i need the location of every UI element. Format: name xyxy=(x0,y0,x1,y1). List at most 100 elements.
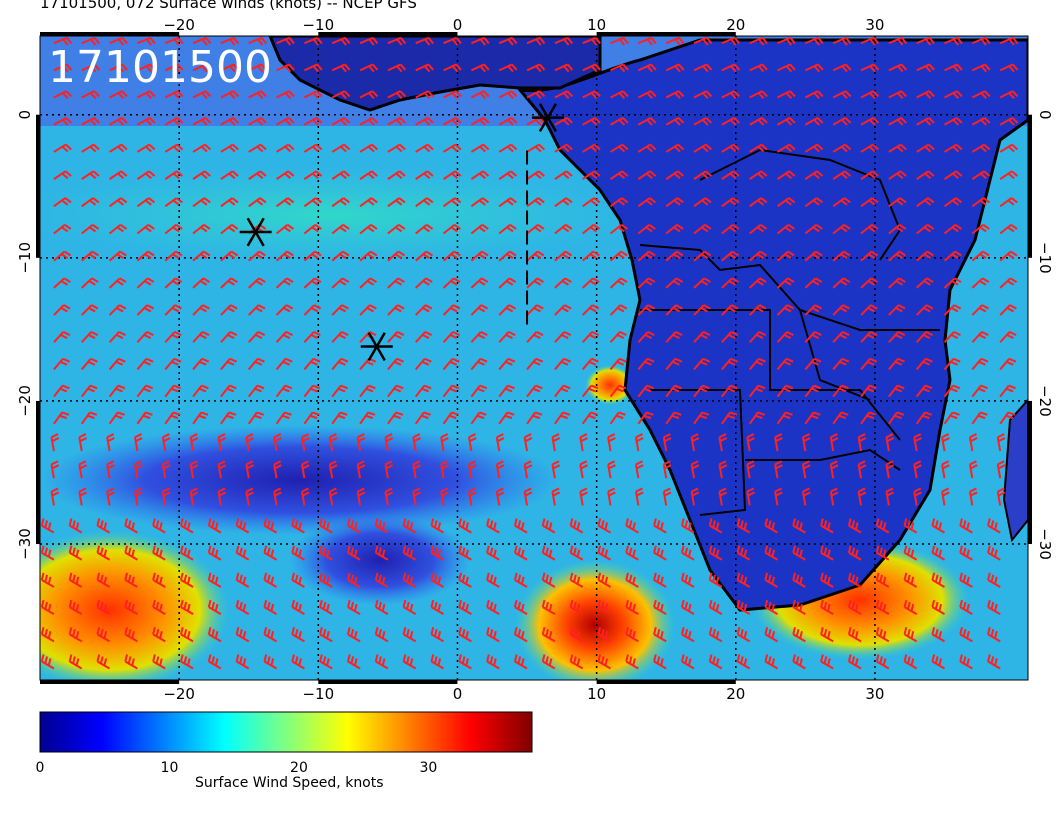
wind-barb xyxy=(247,411,265,425)
wind-barb xyxy=(443,90,462,99)
wind-barb xyxy=(402,572,417,588)
wind-barb xyxy=(693,143,712,153)
lon-tick-label: 30 xyxy=(865,16,884,34)
wind-barb xyxy=(356,460,366,479)
wind-barb xyxy=(776,143,796,153)
wind-barb xyxy=(179,545,194,561)
wind-barb xyxy=(680,518,695,534)
wind-barb xyxy=(291,518,305,534)
wind-barb xyxy=(916,143,935,153)
wind-barb xyxy=(637,277,656,289)
wind-barb xyxy=(192,90,212,99)
wind-barb xyxy=(554,63,574,73)
wind-barb xyxy=(467,433,477,452)
wind-barb xyxy=(885,487,895,506)
wind-barb xyxy=(303,304,322,316)
wind-barb xyxy=(944,36,963,46)
wind-barb xyxy=(81,170,100,180)
wind-barb xyxy=(275,384,293,398)
wind-barb xyxy=(415,116,434,126)
wind-barb xyxy=(999,250,1018,262)
wind-barb xyxy=(526,384,543,398)
wind-barb xyxy=(470,304,489,316)
wind-barb xyxy=(637,357,655,371)
wind-barb xyxy=(721,384,738,398)
wind-barb xyxy=(387,411,404,425)
wind-barb xyxy=(888,170,907,180)
wind-barb xyxy=(96,627,111,643)
wind-barb xyxy=(458,518,472,534)
wind-barb xyxy=(443,116,462,126)
wind-barb xyxy=(356,487,366,506)
wind-barb xyxy=(303,384,321,398)
wind-barb xyxy=(804,357,822,371)
wind-barb xyxy=(384,433,394,452)
lat-tick-label: 0 xyxy=(1036,110,1054,120)
wind-barb xyxy=(96,518,111,534)
wind-barb xyxy=(276,116,295,126)
wind-barb xyxy=(430,545,445,561)
wind-barb xyxy=(387,331,405,343)
wind-barb xyxy=(736,654,751,670)
wind-barb xyxy=(832,250,851,262)
wind-barb xyxy=(275,277,294,289)
wind-barb xyxy=(764,654,779,670)
wind-barb xyxy=(916,170,935,180)
axis-bar-segment xyxy=(40,32,180,36)
wind-barb xyxy=(526,36,546,46)
wind-barb xyxy=(913,460,922,479)
wind-barb xyxy=(498,36,518,46)
wind-barb xyxy=(680,599,695,616)
wind-barb xyxy=(943,143,963,153)
wind-barb xyxy=(161,460,171,479)
wind-barb xyxy=(721,250,740,262)
wind-barb xyxy=(136,116,156,126)
wind-barb xyxy=(581,357,599,371)
wind-barb xyxy=(78,460,87,479)
wind-barb xyxy=(776,384,794,398)
wind-barb xyxy=(470,170,490,180)
wind-barb xyxy=(498,411,515,425)
wind-barb xyxy=(569,654,584,670)
wind-barb xyxy=(999,36,1019,46)
wind-barb xyxy=(680,572,695,588)
wind-barb xyxy=(402,599,417,616)
wind-barb xyxy=(971,357,989,371)
wind-barb xyxy=(189,433,199,452)
wind-barb xyxy=(764,545,779,561)
wind-barb xyxy=(582,63,601,73)
wind-barb xyxy=(931,572,946,588)
axis-bar-segment xyxy=(596,32,736,36)
wind-barb xyxy=(263,518,278,534)
wind-barb xyxy=(319,654,333,670)
wind-barb xyxy=(412,433,421,452)
wind-barb xyxy=(470,250,489,262)
wind-barb xyxy=(124,654,138,670)
wind-barb xyxy=(944,116,963,126)
wind-barb xyxy=(971,197,990,208)
wind-barb xyxy=(220,223,239,235)
wind-barb xyxy=(68,654,83,670)
wind-barb xyxy=(192,197,211,208)
overlay-date-label: 17101500 xyxy=(48,42,272,93)
wind-barb xyxy=(610,116,629,126)
wind-barb xyxy=(164,197,183,208)
wind-barb xyxy=(179,627,194,643)
wind-barb xyxy=(136,384,154,398)
wind-barb xyxy=(78,433,87,452)
lat-tick-label: −20 xyxy=(16,385,34,417)
wind-barb xyxy=(248,277,266,289)
wind-barb xyxy=(498,143,518,153)
wind-barb xyxy=(860,197,879,208)
wind-barb xyxy=(189,487,199,506)
wind-barb xyxy=(693,304,711,316)
wind-barb xyxy=(749,36,768,46)
wind-barb xyxy=(764,627,779,643)
wind-barb xyxy=(81,304,99,316)
wind-barb xyxy=(541,627,556,643)
wind-barb xyxy=(470,331,488,343)
wind-barb xyxy=(774,460,783,479)
wind-barb xyxy=(597,599,612,616)
wind-barb xyxy=(693,223,712,235)
wind-barb xyxy=(721,331,739,343)
